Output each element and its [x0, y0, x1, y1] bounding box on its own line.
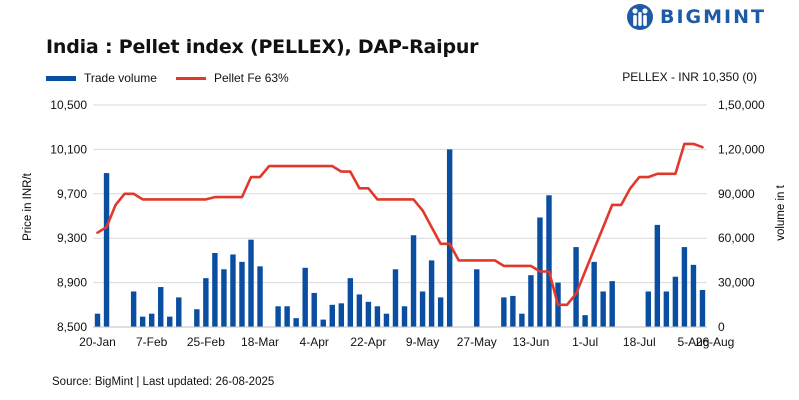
- y-right-tick-label: 30,000: [718, 276, 755, 290]
- volume-bar: [293, 318, 299, 327]
- volume-bar: [103, 173, 110, 327]
- legend-item-pellet-fe: Pellet Fe 63%: [176, 70, 289, 86]
- price-line-series: [96, 142, 704, 307]
- y-left-tick-label: 10,100: [50, 142, 87, 156]
- volume-bar: [374, 306, 381, 327]
- volume-bar: [365, 301, 372, 327]
- legend-bar-swatch: [46, 75, 76, 81]
- volume-bar: [510, 295, 516, 327]
- volume-bar: [582, 315, 588, 327]
- volume-bar: [130, 291, 137, 327]
- x-tick-label: 27-May: [457, 335, 497, 349]
- axes: Price in INR/t volume in t 8,500 0 8,900 30…: [22, 98, 787, 349]
- source-note: Source: BigMint | Last updated: 26-08-20…: [52, 376, 275, 388]
- volume-bar: [148, 313, 155, 327]
- volume-bar: [699, 290, 706, 327]
- x-tick-label: 1-Jul: [572, 335, 598, 349]
- y-right-tick-label: 1,20,000: [718, 142, 765, 156]
- volume-bar: [194, 309, 200, 327]
- volume-bar: [230, 254, 236, 327]
- x-tick-label: 18-Mar: [241, 335, 279, 349]
- volume-bar: [663, 291, 670, 327]
- x-tick-label: 13-Jun: [513, 335, 550, 349]
- y-left-tick-label: 8,500: [57, 320, 87, 334]
- volume-bar: [338, 303, 345, 327]
- x-tick-label: 26-Aug: [696, 335, 735, 349]
- volume-bar: [410, 235, 417, 327]
- y-left-tick-label: 9,700: [57, 187, 87, 201]
- volume-bar: [681, 247, 688, 327]
- x-tick-label: 9-May: [406, 335, 439, 349]
- price-line: [96, 142, 704, 307]
- volume-bar: [248, 239, 254, 327]
- volume-bar: [519, 313, 525, 327]
- volume-bar: [167, 316, 173, 327]
- volume-bar: [239, 261, 245, 327]
- y-axis-left-label: Price in INR/t: [22, 172, 34, 241]
- volume-bar: [203, 278, 209, 327]
- legend-line-label: Pellet Fe 63%: [214, 71, 289, 85]
- volume-bar: [275, 306, 281, 327]
- volume-bar: [401, 306, 408, 327]
- volume-bar: [383, 313, 390, 327]
- volume-bar: [392, 269, 399, 327]
- volume-bar: [311, 292, 317, 327]
- volume-bar: [94, 313, 101, 327]
- y-axis-right-label: volume in t: [775, 184, 787, 240]
- volume-bar: [347, 278, 354, 327]
- grid-lines: [93, 104, 707, 328]
- x-tick-label: 4-Apr: [300, 335, 329, 349]
- legend-bar-label: Trade volume: [84, 71, 157, 85]
- volume-bar: [654, 224, 661, 327]
- volume-bar: [221, 269, 227, 327]
- y-left-tick-label: 8,900: [57, 276, 87, 290]
- x-tick-label: 22-Apr: [350, 335, 386, 349]
- y-right-tick-label: 0: [718, 320, 725, 334]
- brand-name: BIGMINT: [660, 6, 766, 28]
- legend-item-trade-volume: Trade volume: [46, 70, 157, 86]
- volume-bar: [546, 195, 552, 327]
- y-left-tick-label: 9,300: [57, 231, 87, 245]
- volume-bar: [437, 297, 444, 327]
- volume-bar: [257, 266, 263, 327]
- y-right-tick-label: 60,000: [718, 231, 755, 245]
- brand-logo: BIGMINT: [626, 2, 766, 32]
- volume-bar: [609, 281, 615, 327]
- volume-bar: [419, 291, 426, 327]
- volume-bar: [573, 247, 579, 327]
- x-tick-label: 18-Jul: [623, 335, 656, 349]
- x-tick-label: 7-Feb: [136, 335, 168, 349]
- volume-bar: [284, 306, 290, 327]
- volume-bar: [356, 294, 363, 327]
- volume-bar: [320, 319, 326, 327]
- volume-bar: [302, 267, 308, 327]
- y-right-tick-label: 1,50,000: [718, 98, 765, 112]
- volume-bar: [158, 287, 164, 327]
- legend-line-swatch: [176, 76, 206, 80]
- volume-bar: [212, 253, 218, 327]
- volume-bar: [501, 297, 507, 327]
- volume-bar: [672, 276, 679, 327]
- volume-bar: [600, 291, 606, 327]
- volume-bar: [645, 291, 652, 327]
- x-tick-label: 25-Feb: [187, 335, 225, 349]
- chart-title: India : Pellet index (PELLEX), DAP-Raipu…: [46, 36, 479, 58]
- volume-bar: [528, 275, 534, 327]
- x-tick-label: 5-Aug: [677, 335, 709, 349]
- volume-bar: [591, 261, 597, 327]
- volume-bar: [474, 269, 480, 327]
- volume-bar: [176, 297, 182, 327]
- x-tick-label: 20-Jan: [79, 335, 116, 349]
- y-right-tick-label: 90,000: [718, 187, 755, 201]
- volume-bar: [690, 264, 697, 327]
- y-left-tick-label: 10,500: [50, 98, 87, 112]
- volume-bar: [428, 260, 435, 327]
- volume-bar: [139, 316, 146, 327]
- bigmint-logo-icon: [627, 4, 653, 30]
- pellex-price-note: PELLEX - INR 10,350 (0): [622, 70, 757, 84]
- volume-bar: [446, 149, 453, 327]
- volume-bar: [329, 304, 335, 327]
